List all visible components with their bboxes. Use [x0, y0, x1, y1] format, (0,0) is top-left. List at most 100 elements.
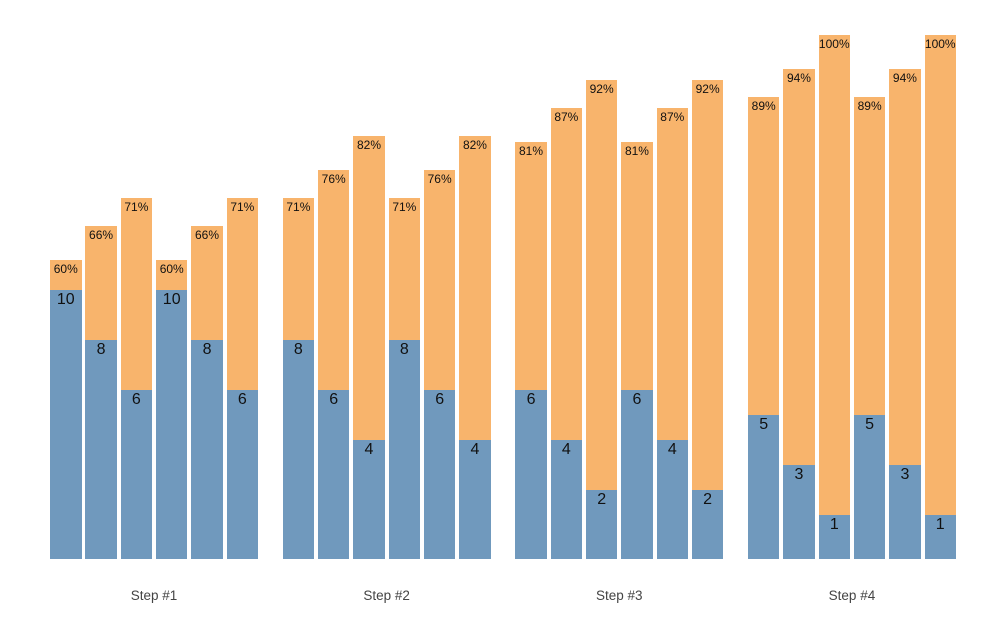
percent-label: 60%: [53, 262, 78, 276]
step-label: Step #4: [828, 588, 876, 603]
count-label: 3: [794, 466, 804, 484]
percent-label: 81%: [624, 143, 649, 158]
bar: 76% 6: [423, 170, 456, 559]
count-segment: 6: [621, 389, 653, 559]
count-label: 4: [561, 441, 571, 459]
count-segment: 6: [423, 389, 456, 559]
percent-label: 71%: [286, 200, 311, 215]
step-label: Step #3: [596, 588, 643, 603]
bar-group: 71% 8 76% 6 82% 4 71% 8 76% 6 82% 4 Step #2: [282, 0, 491, 618]
bar: 71% 6: [120, 198, 153, 559]
percent-label: 82%: [356, 138, 382, 153]
count-label: 6: [329, 390, 339, 408]
count-segment: 4: [656, 440, 689, 559]
count-label: 3: [900, 466, 910, 484]
count-segment: 5: [853, 415, 886, 559]
count-segment: 8: [85, 339, 117, 559]
count-label: 4: [470, 441, 480, 459]
count-segment: 3: [783, 465, 815, 559]
count-label: 8: [202, 340, 212, 358]
count-label: 10: [56, 290, 75, 308]
bar: 81% 6: [621, 141, 653, 559]
percent-label: 100%: [924, 37, 956, 51]
count-label: 6: [131, 390, 141, 408]
count-segment: 8: [191, 339, 223, 559]
bar: 92% 2: [585, 80, 618, 559]
percent-label: 94%: [892, 70, 917, 85]
bar: 82% 4: [353, 136, 385, 559]
count-segment: 4: [459, 440, 491, 559]
bar: 94% 3: [889, 68, 921, 559]
bar-group: 81% 6 87% 4 92% 2 81% 6 87% 4 92% 2 Step #3: [515, 0, 724, 618]
count-label: 10: [162, 290, 181, 308]
bar: 66% 8: [85, 226, 117, 559]
percent-label: 71%: [124, 200, 149, 215]
bar-group: 89% 5 94% 3 100% 1 89% 5 94% 3 100% 1 Step #4: [747, 0, 956, 618]
count-label: 8: [293, 340, 303, 358]
bar: 60% 10: [50, 260, 82, 559]
count-label: 6: [435, 390, 445, 408]
count-label: 8: [399, 340, 409, 358]
percent-label: 76%: [427, 172, 452, 186]
count-segment: 6: [226, 389, 259, 559]
count-label: 2: [597, 491, 607, 509]
bar: 76% 6: [317, 170, 350, 559]
bar: 89% 5: [853, 96, 886, 559]
percent-label: 66%: [195, 228, 220, 243]
count-segment: 1: [818, 515, 851, 559]
count-label: 1: [829, 516, 839, 534]
count-label: 4: [667, 441, 677, 459]
count-label: 6: [237, 390, 247, 408]
percent-label: 100%: [818, 37, 850, 51]
count-label: 5: [865, 416, 875, 433]
percent-label: 71%: [392, 200, 417, 215]
count-label: 4: [364, 441, 374, 459]
percent-label: 66%: [89, 228, 114, 243]
bar: 92% 2: [691, 80, 724, 559]
percent-label: 92%: [589, 82, 614, 96]
percent-label: 87%: [660, 110, 685, 125]
count-segment: 10: [50, 289, 82, 559]
count-segment: 3: [889, 465, 921, 559]
bar: 71% 8: [388, 198, 421, 559]
percent-label: 87%: [554, 110, 579, 125]
count-segment: 6: [120, 389, 153, 559]
count-label: 5: [759, 416, 769, 433]
count-label: 2: [703, 491, 713, 509]
bar: 71% 6: [226, 198, 259, 559]
percent-label: 82%: [462, 138, 487, 153]
percent-label: 89%: [857, 98, 882, 113]
count-segment: 8: [282, 339, 315, 559]
bar: 71% 8: [282, 198, 315, 559]
bar: 87% 4: [656, 108, 689, 559]
percent-label: 89%: [751, 98, 776, 113]
count-segment: 6: [515, 389, 547, 559]
percent-label: 76%: [321, 172, 346, 186]
bar: 87% 4: [550, 108, 583, 559]
count-label: 6: [526, 390, 536, 408]
percent-label: 60%: [159, 262, 184, 276]
bar: 81% 6: [515, 141, 547, 559]
count-segment: 4: [353, 440, 385, 559]
count-label: 1: [935, 516, 945, 534]
step-label: Step #1: [130, 588, 178, 603]
count-segment: 6: [317, 389, 350, 559]
bar: 60% 10: [155, 260, 188, 559]
bar: 82% 4: [459, 136, 491, 559]
count-segment: 4: [550, 440, 583, 559]
count-segment: 1: [924, 515, 956, 559]
percent-label: 81%: [519, 143, 544, 158]
step-label: Step #2: [363, 588, 410, 603]
count-segment: 2: [585, 490, 618, 559]
bar: 94% 3: [783, 68, 815, 559]
count-label: 6: [632, 390, 642, 408]
percent-label: 92%: [695, 82, 720, 96]
percent-label: 71%: [230, 200, 255, 215]
count-segment: 2: [691, 490, 724, 559]
bar: 89% 5: [747, 96, 780, 559]
bar-group: 60% 10 66% 8 71% 6 60% 10 66% 8 71% 6 Step #1: [50, 0, 259, 618]
count-segment: 8: [388, 339, 421, 559]
count-segment: 10: [155, 289, 188, 559]
bar: 100% 1: [924, 35, 956, 559]
